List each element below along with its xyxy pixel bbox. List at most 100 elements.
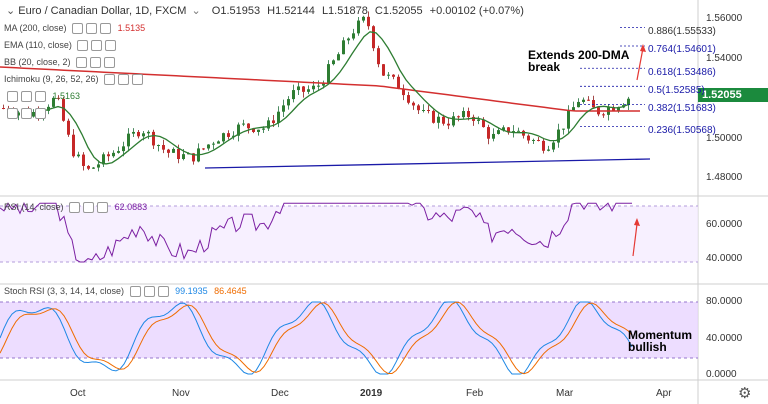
candle-body (517, 130, 520, 132)
stoch-legend[interactable]: Stoch RSI (3, 3, 14, 14, close) 99.1935 … (4, 286, 247, 298)
support-trendline[interactable] (204, 158, 651, 169)
indicator-label: MA (200, close) (4, 23, 67, 33)
fib-label: 0.382(1.51683) (648, 103, 716, 114)
close-icon[interactable] (35, 91, 46, 103)
candle-body (87, 165, 90, 169)
candle-body (282, 105, 285, 112)
candle-body (337, 54, 340, 61)
candle-body (627, 98, 630, 106)
candle-body (97, 164, 100, 168)
candle-body (32, 111, 35, 117)
candle-body (402, 88, 405, 96)
candle-body (262, 128, 265, 130)
settings-icon[interactable] (118, 74, 130, 86)
close-icon[interactable] (35, 108, 46, 120)
fib-label: 0.886(1.55533) (648, 26, 716, 37)
price-tick: 1.50000 (706, 133, 743, 144)
candle-body (362, 16, 365, 21)
indicator-bb[interactable]: BB (20, close, 2) (4, 57, 116, 69)
settings-icon[interactable] (86, 23, 98, 35)
stoch-tick: 0.0000 (706, 369, 737, 380)
candle-body (497, 130, 500, 134)
rsi-tick: 40.0000 (706, 253, 743, 264)
candle-body (507, 127, 510, 133)
symbol-title[interactable]: Euro / Canadian Dollar, 1D, FXCM (18, 5, 187, 17)
close-icon[interactable] (104, 57, 116, 69)
eye-icon[interactable] (69, 202, 81, 214)
settings-icon[interactable] (83, 202, 95, 214)
candle-body (587, 99, 590, 101)
candle-body (332, 60, 335, 65)
time-label: 2019 (360, 388, 383, 399)
settings-icon[interactable] (90, 57, 102, 69)
close-icon[interactable] (132, 74, 144, 86)
close-icon[interactable] (97, 202, 109, 214)
ohlc-low: L1.51878 (321, 5, 368, 17)
collapse-chevron-icon[interactable]: ⌄ (6, 5, 16, 17)
eye-icon[interactable] (7, 108, 18, 120)
candle-body (447, 123, 450, 126)
settings-icon[interactable] (143, 286, 155, 298)
eye-icon[interactable] (72, 23, 84, 35)
stoch-tick: 80.0000 (706, 296, 743, 307)
indicator-ma200[interactable]: MA (200, close) 1.5135 (4, 23, 145, 35)
candle-body (137, 131, 140, 137)
candle-body (387, 74, 390, 76)
candle-body (612, 107, 615, 111)
candle-body (327, 64, 330, 83)
candle-body (242, 123, 245, 125)
candle-body (377, 48, 380, 65)
settings-chevron-icon[interactable]: ⌄ (191, 5, 201, 17)
candle-body (322, 82, 325, 86)
candle-body (217, 141, 220, 144)
candle-body (167, 149, 170, 153)
candle-body (147, 131, 150, 134)
indicator-row-6[interactable] (4, 108, 46, 120)
candle-body (487, 127, 490, 139)
settings-icon[interactable] (21, 108, 32, 120)
time-label: Nov (172, 388, 190, 399)
indicator-value: 1.5163 (52, 91, 81, 101)
candle-body (552, 142, 555, 150)
candle-body (152, 131, 155, 146)
close-icon[interactable] (100, 23, 112, 35)
stoch-k-line (0, 301, 633, 375)
candle-body (382, 64, 385, 76)
candle-body (457, 116, 460, 118)
candle-body (162, 145, 165, 150)
fibonacci-levels[interactable] (580, 26, 645, 128)
candle-body (57, 97, 60, 99)
candle-body (67, 120, 70, 135)
candle-body (557, 129, 560, 143)
candle-body (307, 89, 310, 92)
eye-icon[interactable] (104, 74, 116, 86)
indicator-ema110[interactable]: EMA (110, close) (4, 40, 117, 52)
eye-icon[interactable] (7, 91, 18, 103)
indicator-label: Ichimoku (9, 26, 52, 26) (4, 74, 99, 84)
bullish-arrow-price (636, 44, 646, 81)
price-tick: 1.48000 (706, 172, 743, 183)
eye-icon[interactable] (129, 286, 141, 298)
settings-icon[interactable] (21, 91, 32, 103)
eye-icon[interactable] (77, 40, 89, 52)
candle-body (347, 38, 350, 41)
candle-body (582, 99, 585, 102)
indicator-row-5[interactable]: 1.5163 (4, 91, 81, 103)
indicator-ichimoku[interactable]: Ichimoku (9, 26, 52, 26) (4, 74, 144, 86)
candle-body (207, 144, 210, 149)
candle-body (277, 111, 280, 124)
candle-body (157, 145, 160, 147)
gear-icon[interactable]: ⚙ (738, 385, 752, 402)
candle-body (312, 85, 315, 90)
close-icon[interactable] (105, 40, 117, 52)
close-icon[interactable] (157, 286, 169, 298)
time-label: Mar (556, 388, 574, 399)
eye-icon[interactable] (76, 57, 88, 69)
rsi-value: 62.0883 (114, 202, 148, 212)
settings-icon[interactable] (91, 40, 103, 52)
price-tick: 1.54000 (706, 53, 743, 64)
candle-body (542, 140, 545, 151)
rsi-legend[interactable]: RSI (14, close) 62.0883 (4, 202, 148, 214)
candle-body (357, 20, 360, 34)
